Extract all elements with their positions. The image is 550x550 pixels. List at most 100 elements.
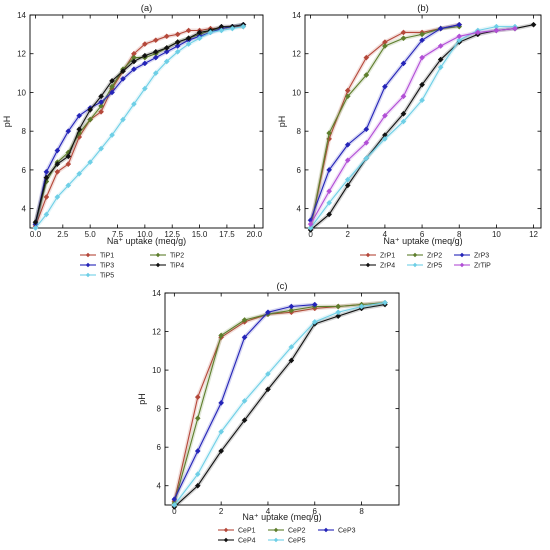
series-tip5 (32, 23, 247, 231)
x-tick-label: 5.0 (85, 230, 97, 239)
x-axis-label: Na⁺ uptake (meq/g) (107, 236, 186, 246)
series-line-halo (173, 302, 386, 509)
data-point (76, 170, 83, 177)
legend-item: TiP2 (150, 253, 184, 260)
data-point (419, 97, 425, 104)
data-point (43, 168, 50, 175)
data-point (131, 101, 137, 107)
legend-label: ZrP1 (380, 253, 395, 260)
data-point (109, 89, 115, 96)
legend-marker (223, 537, 229, 543)
data-point (98, 145, 104, 152)
data-point (335, 303, 342, 310)
legend-item: ZrP3 (454, 253, 489, 260)
data-point (109, 132, 115, 138)
data-point (358, 303, 365, 310)
data-point (174, 43, 181, 49)
data-point (196, 29, 203, 36)
data-point (382, 299, 388, 306)
data-point (87, 106, 94, 113)
data-point (43, 211, 50, 218)
data-point (109, 83, 115, 90)
legend-label: CeP1 (238, 528, 256, 535)
y-axis-label: pH (137, 393, 147, 405)
data-point (344, 87, 351, 94)
y-tick-label: 4 (22, 205, 27, 214)
legend-label: ZrP4 (380, 263, 395, 270)
series-tip4 (32, 21, 247, 226)
data-point (474, 29, 481, 36)
chart-panel: (c) 0 2 4 6 8 4 6 8 10 12 14 Na⁺ uptake (meq/g) pH CeP… (137, 281, 400, 545)
series-tip2 (32, 21, 247, 228)
legend-marker (459, 262, 465, 268)
plot-frame (164, 292, 400, 506)
legend-label: TiP5 (100, 273, 114, 280)
data-point (152, 54, 159, 61)
x-tick-label: 20.0 (246, 230, 262, 239)
legend-label: ZrTiP (474, 263, 491, 270)
data-point (141, 52, 148, 59)
data-point (344, 93, 351, 100)
y-axis-label: pH (2, 116, 12, 128)
data-point (218, 27, 225, 34)
plot-frame (304, 14, 542, 229)
data-point (65, 153, 72, 160)
legend-marker (273, 527, 279, 533)
data-point (194, 394, 201, 400)
data-point (288, 357, 295, 364)
series-zrtip (307, 25, 518, 228)
data-point (265, 309, 271, 316)
y-tick-label: 14 (292, 11, 301, 20)
y-tick-label: 14 (152, 289, 161, 298)
data-point (530, 21, 537, 28)
x-tick-label: 2 (219, 507, 224, 516)
data-point (43, 174, 50, 181)
legend-marker (155, 252, 161, 258)
series-zrp4 (307, 21, 537, 233)
x-tick-label: 12.5 (164, 230, 180, 239)
data-point (32, 225, 39, 231)
series-line (173, 304, 386, 508)
data-point (363, 139, 370, 146)
legend-item: TiP4 (150, 263, 184, 270)
legend-marker (365, 252, 371, 258)
data-point (185, 27, 192, 34)
data-point (400, 60, 407, 67)
series-line (173, 302, 386, 506)
data-point (43, 194, 50, 200)
data-point (344, 182, 351, 189)
y-tick-label: 6 (157, 443, 162, 452)
y-tick-label: 12 (17, 50, 26, 59)
data-point (194, 482, 201, 489)
x-tick-label: 8 (457, 230, 462, 239)
data-point (288, 344, 295, 350)
legend-item: TiP3 (80, 263, 114, 270)
data-point (174, 31, 181, 38)
legend-label: TiP3 (100, 263, 114, 270)
x-axis-label: Na⁺ uptake (meq/g) (242, 512, 321, 522)
series-line (310, 26, 515, 229)
x-tick-label: 4 (266, 507, 271, 516)
legend-marker (273, 537, 279, 543)
data-point (326, 211, 333, 218)
data-point (437, 43, 444, 49)
legend-label: TiP1 (100, 253, 114, 260)
x-tick-label: 0.0 (30, 230, 42, 239)
x-tick-label: 7.5 (112, 230, 124, 239)
data-point (241, 417, 248, 424)
data-point (288, 307, 295, 314)
data-point (120, 76, 126, 82)
legend-label: TiP4 (170, 263, 184, 270)
series-line-halo (33, 22, 244, 223)
legend-label: CeP4 (238, 538, 256, 545)
data-point (54, 168, 61, 175)
data-point (382, 83, 388, 90)
data-point (512, 25, 518, 32)
legend-item: CeP3 (318, 528, 356, 535)
data-point (241, 317, 248, 323)
data-point (98, 103, 104, 109)
legend-marker (85, 272, 91, 278)
x-tick-label: 0 (308, 230, 313, 239)
legend-label: CeP3 (338, 528, 356, 535)
